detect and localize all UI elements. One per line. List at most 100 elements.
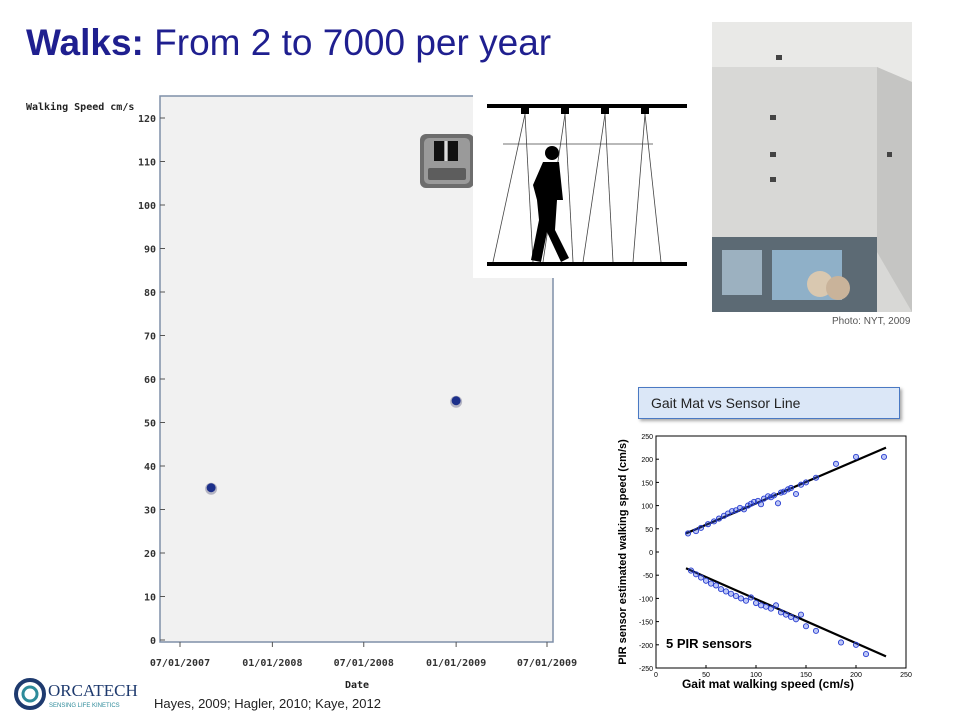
y-tick-label: 50 (144, 419, 156, 430)
y-tick-label: 80 (144, 288, 156, 299)
scatter-point (717, 586, 725, 593)
y-tick-label: 90 (144, 245, 156, 256)
x-axis-title: Date (345, 680, 369, 691)
scatter-point (727, 590, 735, 597)
sc-y-tick-label: -250 (639, 666, 653, 673)
y-tick-label: 0 (150, 636, 156, 647)
sc-y-tick-label: 150 (641, 480, 653, 487)
scatter-point (757, 501, 765, 508)
sc-x-tick-label: 150 (800, 672, 812, 679)
x-tick-label: 07/01/2007 (150, 658, 210, 669)
sc-y-tick-label: -200 (639, 643, 653, 650)
scatter-point (792, 490, 800, 498)
sc-y-tick-label: 100 (641, 504, 653, 511)
scatter-point (802, 479, 810, 486)
scatter-point (852, 453, 860, 460)
sc-x-tick-label: 250 (900, 672, 912, 679)
scatter-point (772, 602, 780, 609)
scatter-point (697, 574, 705, 581)
y-tick-label: 10 (144, 593, 156, 604)
y-tick-label: 120 (138, 114, 156, 125)
sc-x-tick-label: 100 (750, 672, 762, 679)
scatter-point (787, 613, 795, 621)
data-point (451, 396, 461, 406)
gait-comparison-chart: PIR sensor estimated walking speed (cm/s… (617, 434, 912, 691)
svg-text:SENSING LIFE KINETICS: SENSING LIFE KINETICS (49, 703, 120, 709)
scatter-point (704, 521, 712, 528)
x-tick-label: 07/01/2008 (334, 658, 394, 669)
x-tick-label: 01/01/2008 (242, 658, 302, 669)
y-axis-title: Walking Speed cm/s (26, 101, 134, 113)
references: Hayes, 2009; Hagler, 2010; Kaye, 2012 (154, 696, 381, 711)
scatter-point (812, 627, 820, 634)
sc-y-tick-label: -50 (643, 573, 653, 580)
sc-y-tick-label: 250 (641, 434, 653, 441)
scatter-point (715, 515, 723, 522)
sc-y-tick-label: 200 (641, 457, 653, 464)
scatter-annotation: 5 PIR sensors (666, 636, 752, 651)
scatter-point (744, 502, 752, 509)
scatter-point (812, 474, 820, 481)
scatter-point (747, 594, 755, 601)
scatter-point (740, 506, 748, 513)
sc-y-tick-label: -150 (639, 620, 653, 627)
scatter-point (762, 603, 770, 610)
scatter-point (777, 609, 785, 616)
y-tick-label: 20 (144, 549, 156, 560)
scatter-point (752, 599, 760, 607)
x-tick-label: 07/01/2009 (517, 658, 577, 669)
x-tick-label: 01/01/2009 (426, 658, 486, 669)
scatter-point (737, 595, 745, 602)
scatter-point (832, 460, 840, 467)
scatter-point (802, 623, 810, 630)
scatter-point (692, 571, 700, 578)
scatter-point (747, 500, 755, 507)
scatter-point (787, 484, 795, 492)
motion-sensor-image (420, 134, 474, 188)
scatter-point (757, 602, 765, 609)
scatter-point (702, 577, 710, 584)
sc-x-tick-label: 200 (850, 672, 862, 679)
scatter-x-title: Gait mat walking speed (cm/s) (682, 677, 854, 691)
y-tick-label: 40 (144, 462, 156, 473)
scatter-point (742, 597, 750, 604)
sc-y-tick-label: 0 (649, 550, 653, 557)
scatter-point (797, 611, 805, 618)
walking-person-icon (531, 146, 569, 262)
scatter-y-title: PIR sensor estimated walking speed (cm/s… (617, 439, 629, 665)
scatter-point (710, 518, 718, 525)
y-tick-label: 100 (138, 201, 156, 212)
scatter-point (880, 453, 888, 460)
gait-mat-label: Gait Mat vs Sensor Line (651, 395, 801, 411)
scatter-point (837, 639, 845, 646)
gait-mat-label-box: Gait Mat vs Sensor Line (638, 387, 900, 419)
photo-credit: Photo: NYT, 2009 (832, 316, 911, 327)
sensor-line-diagram (473, 90, 695, 278)
scatter-point (712, 582, 720, 589)
title-rest: From 2 to 7000 per year (143, 22, 552, 63)
scatter-point (784, 486, 792, 493)
sc-x-tick-label: 0 (654, 672, 658, 679)
scatter-point (732, 593, 740, 600)
scatter-point (774, 500, 782, 507)
scatter-point (684, 530, 692, 537)
scatter-point (707, 580, 715, 587)
y-tick-label: 110 (138, 158, 156, 169)
slide-title: Walks: From 2 to 7000 per year (26, 22, 551, 64)
scatter-point (767, 605, 775, 612)
y-tick-label: 70 (144, 332, 156, 343)
y-tick-label: 60 (144, 375, 156, 386)
scatter-point (782, 611, 790, 618)
sc-y-tick-label: 50 (645, 527, 653, 534)
sc-x-tick-label: 50 (702, 672, 710, 679)
scatter-point (770, 492, 778, 499)
scatter-point (692, 528, 700, 535)
scatter-point (852, 641, 860, 648)
scatter-point (722, 588, 730, 595)
svg-text:ORCATECH: ORCATECH (48, 681, 138, 700)
scatter-point (767, 494, 775, 501)
scatter-point (792, 616, 800, 623)
scatter-point (862, 651, 870, 658)
sc-y-tick-label: -100 (639, 596, 653, 603)
scatter-point (697, 524, 705, 531)
